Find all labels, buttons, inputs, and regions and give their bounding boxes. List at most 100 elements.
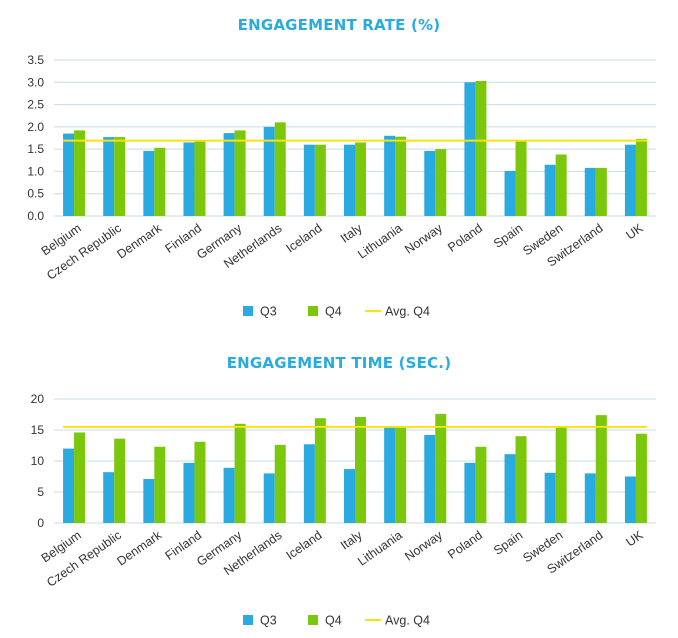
bar-q3 — [183, 142, 195, 216]
bar-q4 — [274, 444, 286, 523]
y-tick-label: 20 — [31, 392, 45, 406]
x-tick-label: Norway — [402, 221, 445, 257]
bar-q3 — [344, 144, 355, 216]
bar-q3 — [183, 462, 195, 523]
engagement-time-chart: ENGAGEMENT TIME (SEC.) 0 5 10 15 20 Belgium Cz… — [0, 340, 678, 638]
x-tick-label: Italy — [338, 528, 365, 553]
legend-marker — [308, 615, 318, 625]
bar-q4 — [555, 154, 567, 216]
legend-label: Q4 — [325, 614, 342, 628]
bar-q4 — [515, 141, 527, 216]
bar-q4 — [595, 167, 607, 216]
y-tick-label: 15 — [31, 423, 45, 437]
bar-q4 — [595, 415, 607, 523]
y-tick-label: 0.0 — [27, 209, 44, 223]
bar-q3 — [223, 467, 235, 523]
bar-q4 — [154, 446, 166, 523]
x-tick-label: Italy — [338, 221, 365, 246]
y-tick-label: 2.5 — [27, 98, 44, 112]
legend-label: Avg. Q4 — [385, 305, 430, 319]
y-tick-label: 0 — [37, 516, 44, 530]
x-tick-label: UK — [623, 221, 646, 243]
y-tick-label: 2.0 — [27, 120, 44, 134]
legend-label: Q3 — [260, 305, 277, 319]
bar-q3 — [424, 434, 436, 523]
y-tick-label: 0.5 — [27, 187, 44, 201]
bar-q4 — [435, 413, 447, 523]
bar-q3 — [504, 170, 516, 216]
bar-q4 — [555, 427, 567, 523]
bar-q3 — [143, 150, 155, 216]
x-tick-label: Lithuania — [355, 221, 405, 262]
bar-q4 — [515, 436, 527, 523]
legend-label: Q3 — [260, 614, 277, 628]
bar-q3 — [624, 476, 636, 523]
bar-q3 — [103, 472, 115, 523]
chart-title: ENGAGEMENT TIME (SEC.) — [226, 354, 452, 372]
bar-q4 — [475, 80, 487, 216]
bar-q4 — [355, 416, 366, 523]
x-tick-label: Denmark — [114, 221, 164, 262]
bar-q3 — [464, 82, 476, 217]
bar-q4 — [274, 122, 286, 216]
x-tick-label: Czech Republic — [44, 221, 124, 283]
bar-q3 — [263, 126, 275, 216]
bar-q3 — [303, 144, 315, 216]
bar-q4 — [395, 136, 407, 216]
bar-q4 — [234, 423, 246, 523]
y-tick-label: 3.0 — [27, 75, 44, 89]
y-tick-label: 10 — [31, 454, 45, 468]
bar-q4 — [635, 138, 647, 216]
bar-q4 — [395, 427, 407, 523]
bar-q4 — [234, 130, 246, 216]
bar-q4 — [114, 137, 126, 216]
legend-label: Q4 — [325, 305, 342, 319]
chart-title: ENGAGEMENT RATE (%) — [237, 16, 441, 34]
bar-q4 — [355, 142, 366, 216]
y-tick-label: 1.5 — [27, 142, 44, 156]
x-tick-label: Denmark — [114, 528, 164, 569]
bar-q3 — [303, 444, 315, 523]
x-tick-label: Czech Republic — [44, 528, 124, 590]
legend-marker — [243, 615, 253, 625]
bar-q3 — [344, 469, 355, 523]
bar-q3 — [384, 135, 396, 216]
bar-q3 — [63, 448, 75, 523]
bar-q3 — [223, 133, 235, 216]
legend-marker — [243, 306, 253, 316]
bar-q3 — [464, 462, 476, 523]
bar-q3 — [384, 427, 396, 523]
bar-q4 — [194, 141, 206, 216]
x-tick-label: Norway — [402, 528, 445, 564]
bar-q3 — [544, 164, 556, 216]
legend-label: Avg. Q4 — [385, 614, 430, 628]
x-tick-label: Poland — [445, 221, 485, 255]
x-tick-label: Lithuania — [355, 528, 405, 569]
bar-q4 — [74, 432, 86, 523]
bar-q3 — [584, 473, 596, 523]
y-tick-label: 5 — [37, 485, 44, 499]
x-tick-label: Poland — [445, 528, 485, 562]
x-tick-label: Iceland — [284, 528, 325, 563]
bar-q3 — [263, 473, 275, 523]
bar-q4 — [154, 147, 166, 216]
bar-q3 — [63, 133, 75, 216]
bar-q4 — [74, 130, 86, 216]
bar-q3 — [624, 144, 636, 216]
bar-q4 — [114, 438, 126, 523]
bar-q4 — [435, 149, 447, 216]
x-tick-label: Iceland — [284, 221, 325, 256]
y-tick-label: 3.5 — [27, 53, 44, 67]
y-tick-label: 1.0 — [27, 164, 44, 178]
bar-q3 — [544, 472, 556, 523]
bar-q4 — [314, 144, 326, 216]
legend-marker — [308, 306, 318, 316]
bar-q4 — [314, 418, 326, 523]
bar-q3 — [143, 478, 155, 523]
bar-q4 — [194, 441, 206, 523]
bar-q4 — [475, 446, 487, 523]
engagement-rate-chart: ENGAGEMENT RATE (%) 0.0 0.5 1.0 1.5 2.0 2.5 3.… — [27, 16, 656, 319]
